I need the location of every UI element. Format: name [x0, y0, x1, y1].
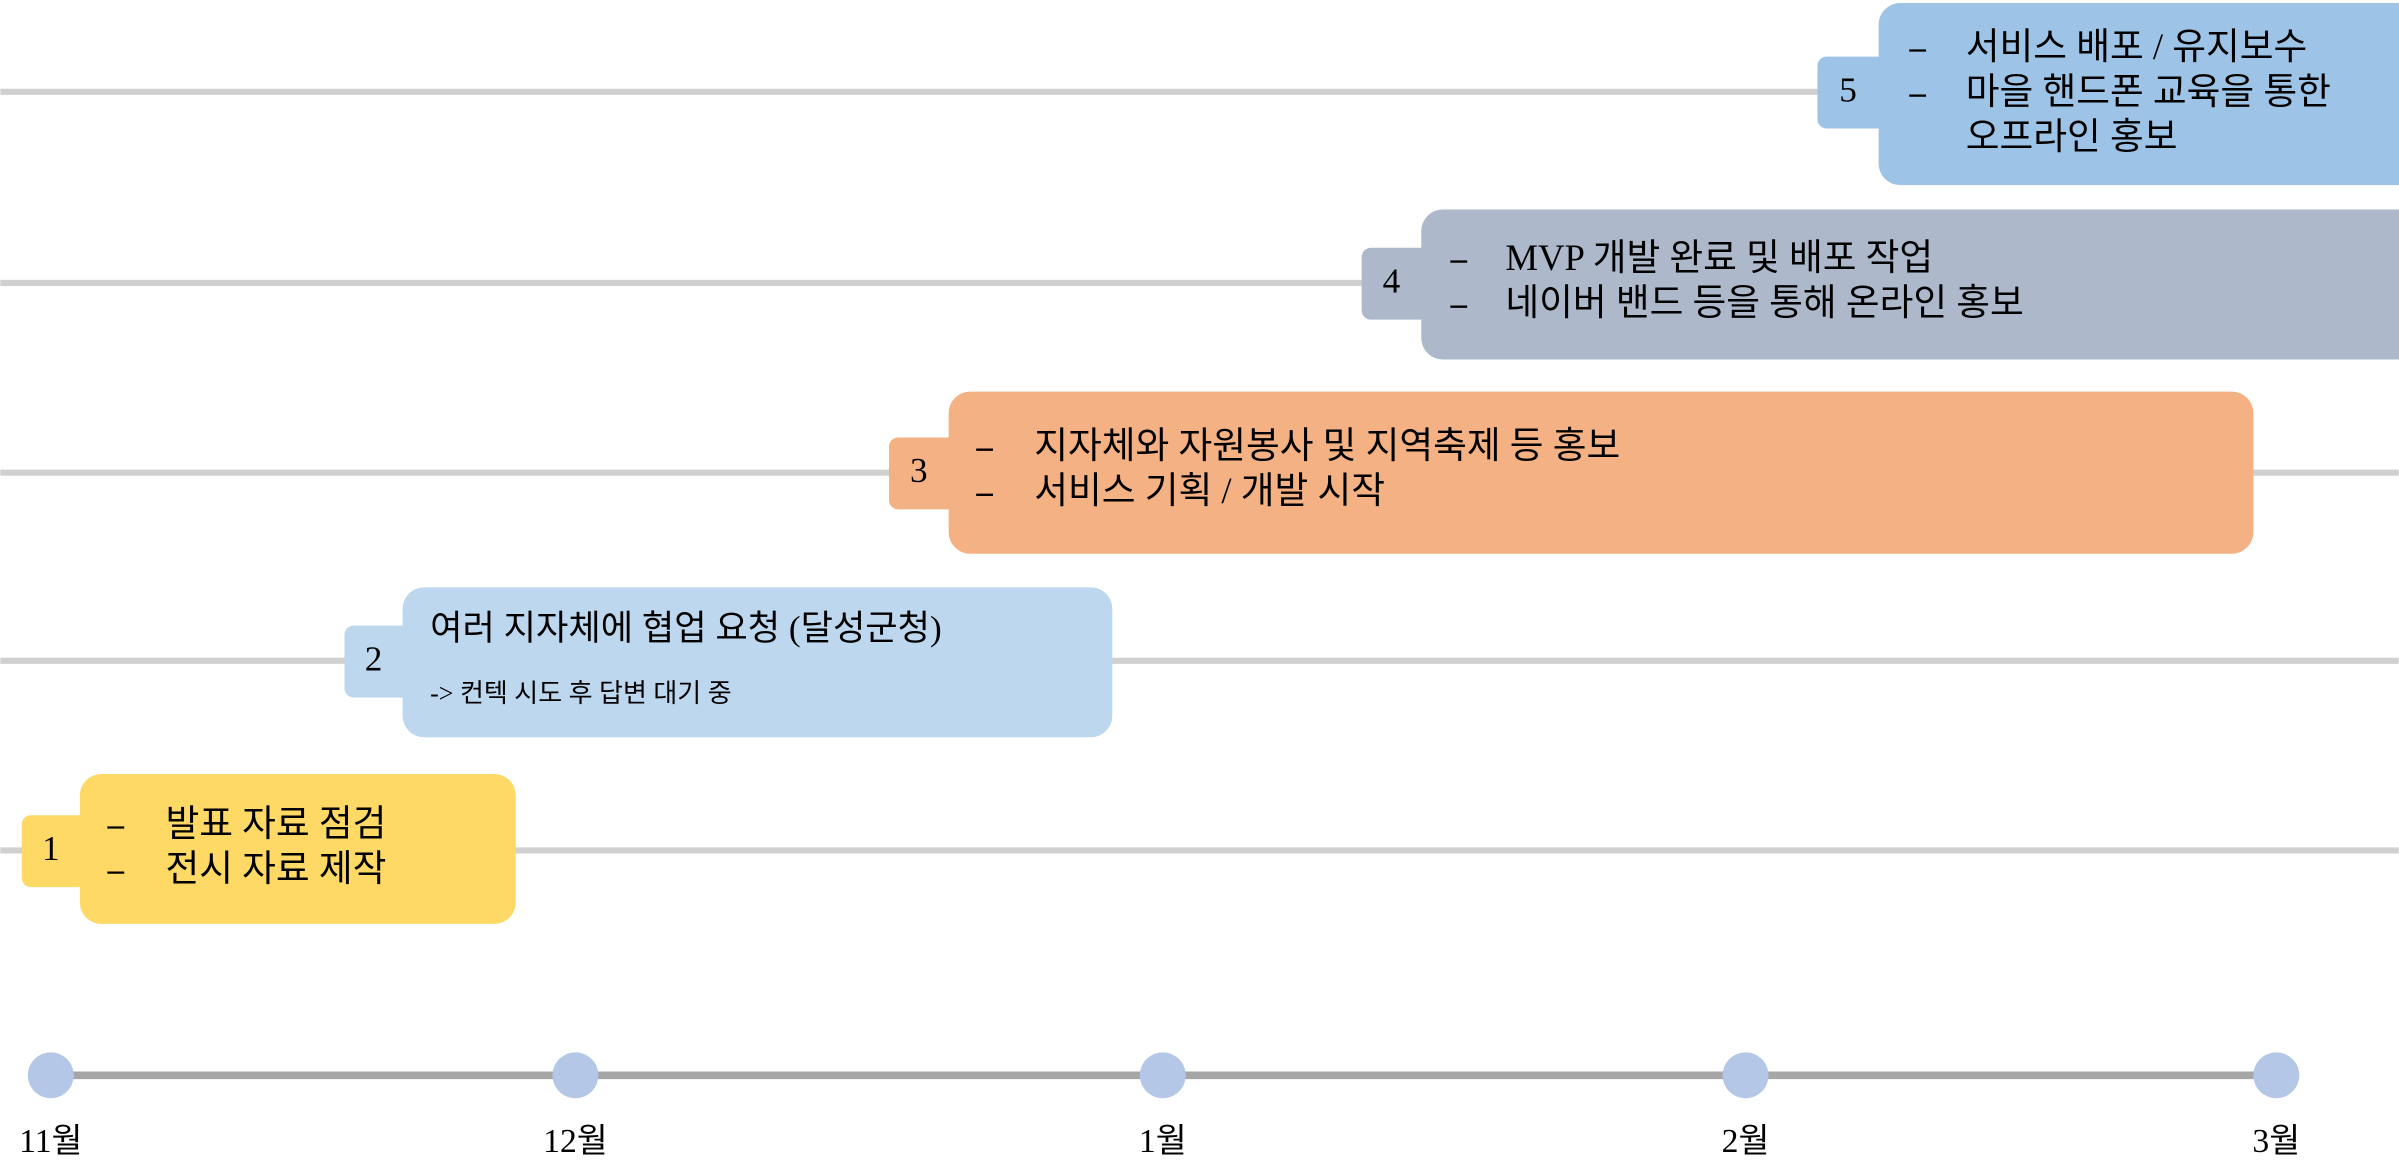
- month-dot: [2253, 1052, 2300, 1099]
- bullet-text: 지자체와 자원봉사 및 지역축제 등 홍보: [1034, 425, 1620, 466]
- stage-box: [1421, 209, 2399, 360]
- bullet-text: 발표 자료 점검: [166, 803, 387, 844]
- stage-box: [948, 391, 2254, 554]
- month-label: 2월: [1722, 1123, 1770, 1160]
- bullet-text: 마을 핸드폰 교육을 통한: [1966, 71, 2331, 112]
- number-box: [21, 815, 96, 888]
- month-dot: [1139, 1052, 1186, 1099]
- month-dot: [552, 1052, 599, 1099]
- stage-number: 4: [1383, 262, 1401, 301]
- bullet-text: 전시 자료 제작: [166, 848, 387, 889]
- bullet-text: 서비스 기획 / 개발 시작: [1034, 470, 1385, 511]
- stage-number: 2: [365, 639, 383, 678]
- month-label: 11월: [19, 1123, 82, 1160]
- month-label: 3월: [2252, 1123, 2300, 1160]
- month-dot: [27, 1052, 74, 1099]
- bullet-text: 네이버 밴드 등을 통해 온라인 홍보: [1505, 282, 2023, 323]
- bullet-text: 오프라인 홍보: [1966, 116, 2178, 157]
- number-box: [888, 437, 964, 510]
- stage-note: -> 컨텍 시도 후 답변 대기 중: [430, 679, 732, 708]
- stage-box: [79, 773, 516, 924]
- stage-box: [402, 587, 1113, 738]
- stage-heading: 여러 지자체에 협업 요청 (달성군청): [430, 609, 942, 648]
- month-dot: [1722, 1052, 1769, 1099]
- month-label: 1월: [1139, 1123, 1187, 1160]
- month-label: 12월: [543, 1123, 608, 1160]
- bullet-text: 서비스 배포 / 유지보수: [1966, 26, 2307, 67]
- stage-number: 1: [42, 829, 60, 868]
- number-box: [344, 625, 418, 698]
- stage-number: 5: [1839, 70, 1857, 109]
- stage-number: 3: [910, 451, 928, 490]
- number-box: [1817, 56, 1894, 129]
- stage-box: [1878, 3, 2399, 186]
- number-box: [1361, 247, 1437, 320]
- bullet-text: MVP 개발 완료 및 배포 작업: [1505, 237, 1933, 278]
